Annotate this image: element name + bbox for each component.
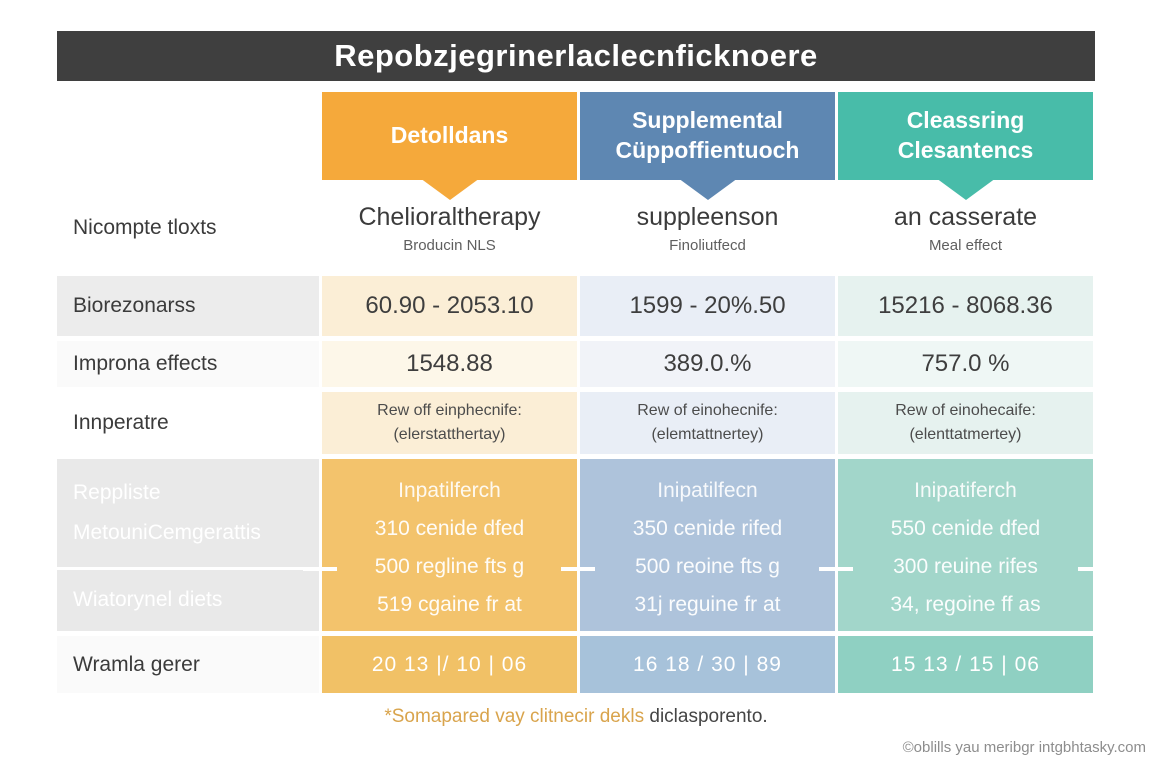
program-cell: Inipatilfecn 350 cenide rifed 500 reoine… (561, 459, 854, 631)
page-title: Repobzjegrinerlaclecnficknoere (334, 38, 818, 73)
table-cell: 15216 - 8068.36 (838, 276, 1093, 336)
column-header-label: Clesantencs (897, 137, 1034, 163)
table-cell: 15 13 / 15 | 06 (838, 636, 1093, 693)
comparison-table: Detolldans Supplemental Cüppoffientuoch … (57, 92, 1112, 693)
row-label-therapy: Nicompte tloxts (57, 185, 319, 271)
program-line: 519 cgaine fr at (377, 593, 522, 616)
chevron-down-icon (419, 178, 480, 200)
title-bar: Repobzjegrinerlaclecnficknoere (57, 31, 1095, 81)
program-line: 500 regline fts g (374, 555, 525, 578)
program-line: 300 reuine rifes (893, 555, 1038, 578)
program-label: Reppliste (73, 481, 161, 504)
program-label: Wiatorynel diets (73, 588, 223, 611)
connector-tick (1078, 567, 1112, 571)
table-cell: 389.0.% (580, 341, 835, 387)
column-header-label: Supplemental (632, 107, 783, 134)
program-cell: Inipatiferch 550 cenide dfed 300 reuine … (819, 459, 1112, 631)
table-cell: Rew off einphecnife: (elerstatthertay) (322, 392, 577, 454)
program-line: 350 cenide rifed (632, 517, 783, 540)
chevron-down-icon (935, 178, 996, 200)
table-cell: 757.0 % (838, 341, 1093, 387)
cell-sub-text: Broducin NLS (403, 236, 496, 254)
chevron-down-icon (677, 178, 738, 200)
column-header-label: Cüppoffientuoch (615, 137, 800, 163)
program-line: 500 reoine fts g (635, 555, 780, 578)
note-line: (elemtattnertey) (651, 426, 764, 443)
program-line: 31j reguine fr at (634, 593, 781, 616)
program-cell: Inpatilferch 310 cenide dfed 500 regline… (303, 459, 596, 631)
cell-sub-text: Meal effect (928, 236, 1003, 254)
connector-tick (561, 567, 595, 571)
table-cell: 20 13 |/ 10 | 06 (322, 636, 577, 693)
table-cell: 60.90 - 2053.10 (322, 276, 577, 336)
table-cell: 16 18 / 30 | 89 (580, 636, 835, 693)
divider (57, 567, 319, 570)
note-line: (elerstatthertay) (393, 426, 506, 443)
program-line: 550 cenide dfed (890, 517, 1041, 540)
table-cell: Rew of einohecaife: (elenttatmertey) (838, 392, 1093, 454)
cell-main-text: Chelioraltherapy (358, 202, 541, 231)
column-header-label: Detolldans (390, 122, 509, 149)
note-line: (elenttatmertey) (909, 426, 1022, 443)
column-header-detolldans: Detolldans (322, 92, 577, 200)
program-heading: Inipatiferch (914, 479, 1017, 502)
program-line: 310 cenide dfed (374, 517, 525, 540)
cell-main-text: an casserate (893, 202, 1038, 231)
footnote: *Somapared vay clitnecir dekls diclaspor… (0, 706, 1152, 728)
row-label-program: Reppliste MetouniCemgerattis Wiatorynel … (57, 459, 319, 631)
program-heading: Inipatilfecn (657, 479, 758, 502)
footnote-rest: diclasporento. (644, 706, 768, 727)
note-line: Rew off einphecnife: (377, 402, 522, 419)
note-line: Rew of einohecnife: (637, 402, 778, 419)
watermark: ©oblills yau meribgr intgbhtasky.com (902, 739, 1146, 756)
table-cell: 1548.88 (322, 341, 577, 387)
row-label-range: Biorezonarss (57, 276, 319, 336)
connector-tick (819, 567, 853, 571)
row-label-rate: Innperatre (57, 392, 319, 454)
row-label-totals: Wramla gerer (57, 636, 319, 693)
note-line: Rew of einohecaife: (895, 402, 1036, 419)
program-heading: Inpatilferch (398, 479, 501, 502)
table-cell: Rew of einohecnife: (elemtattnertey) (580, 392, 835, 454)
program-label: MetouniCemgerattis (73, 521, 261, 544)
program-line: 34, regoine ff as (890, 593, 1041, 616)
cell-sub-text: Finoliutfecd (669, 236, 746, 254)
column-header-label: Cleassring (906, 107, 1025, 134)
column-header-cleansing: Cleassring Clesantencs (838, 92, 1093, 200)
header-spacer (57, 92, 319, 180)
column-header-supplemental: Supplemental Cüppoffientuoch (580, 92, 835, 200)
footnote-highlight: *Somapared vay clitnecir dekls (384, 706, 645, 727)
connector-tick (303, 567, 337, 571)
row-label-effects: Improna effects (57, 341, 319, 387)
table-cell: 1599 - 20%.50 (580, 276, 835, 336)
cell-main-text: suppleenson (636, 202, 779, 231)
